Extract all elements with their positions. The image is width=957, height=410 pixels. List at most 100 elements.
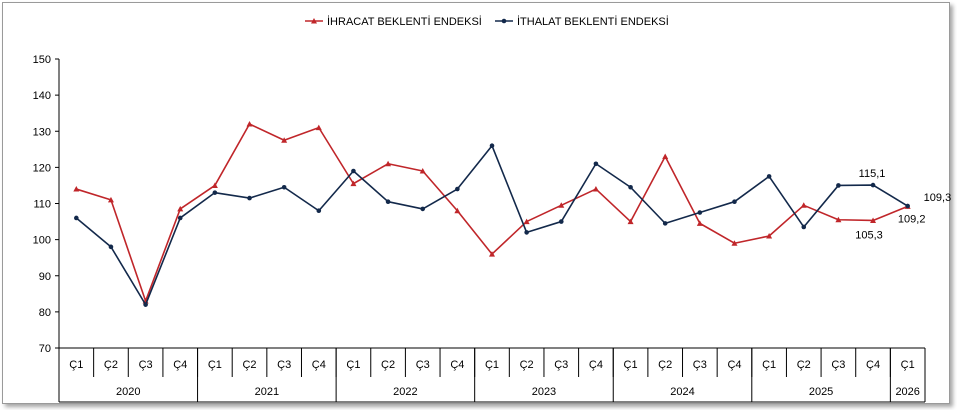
year-label: 2022 — [393, 386, 417, 398]
data-point — [662, 221, 668, 226]
x-tick-label: Ç2 — [242, 359, 256, 371]
legend-marker — [311, 18, 317, 24]
data-labels: 105,3 115,1 109,3 109,2 — [855, 168, 951, 241]
data-point — [732, 199, 737, 204]
x-tick-label: Ç1 — [346, 359, 360, 371]
x-tick-label: Ç3 — [554, 359, 568, 371]
data-point — [177, 215, 183, 221]
data-point — [836, 183, 841, 188]
x-tick-label: Ç4 — [727, 359, 741, 371]
data-point — [489, 251, 495, 257]
y-tick-label: 110 — [33, 199, 51, 211]
x-tick-label: Ç1 — [901, 359, 915, 371]
data-point — [489, 143, 495, 148]
y-tick-label: 80 — [39, 307, 51, 319]
data-point — [385, 160, 392, 167]
series-line — [75, 144, 909, 306]
legend-label: İHRACAT BEKLENTİ ENDEKSİ — [327, 15, 482, 28]
year-label: 2021 — [255, 386, 279, 398]
year-label: 2024 — [670, 386, 694, 398]
data-label: 105,3 — [855, 229, 883, 241]
year-label: 2023 — [532, 386, 556, 398]
data-point — [627, 218, 634, 225]
data-point — [247, 195, 252, 201]
axes: 70 80 90 100 110 120 130 140 150 Ç1 Ç2 Ç3 Ç4 Ç1 Ç2 Ç3 Ç4… — [33, 54, 926, 403]
data-label: 115,1 — [859, 168, 886, 180]
x-tick-label: Ç2 — [658, 359, 672, 371]
x-tick-label: Ç4 — [866, 359, 880, 371]
data-point — [592, 186, 599, 192]
data-point — [108, 244, 114, 250]
data-point — [350, 180, 357, 187]
data-point — [281, 137, 288, 143]
x-tick-label: Ç2 — [104, 359, 118, 371]
x-tick-label: Ç4 — [589, 359, 603, 371]
y-tick-label: 140 — [33, 90, 51, 102]
data-point — [246, 121, 253, 127]
x-tick-label: Ç4 — [173, 359, 187, 371]
data-point — [211, 182, 218, 188]
chart-frame — [2, 2, 950, 404]
year-label: 2025 — [809, 386, 833, 398]
x-tick-label: Ç2 — [381, 359, 395, 371]
legend-label: İTHALAT BEKLENTİ ENDEKSİ — [517, 15, 669, 28]
data-point — [835, 216, 842, 223]
data-point — [316, 208, 322, 214]
legend: İHRACAT BEKLENTİ ENDEKSİ İTHALAT BEKLENTİ… — [305, 15, 669, 28]
data-point — [281, 184, 287, 190]
data-point — [628, 184, 633, 190]
y-tick-label: 120 — [33, 162, 51, 174]
x-tick-label: Ç3 — [831, 359, 845, 371]
data-point — [731, 240, 738, 246]
y-tick-label: 70 — [39, 343, 51, 355]
data-point — [696, 220, 703, 226]
y-tick-label: 130 — [33, 126, 51, 138]
y-tick-label: 100 — [33, 235, 51, 247]
x-tick-label: Ç1 — [69, 359, 83, 371]
data-point — [73, 186, 80, 192]
data-point — [385, 199, 391, 204]
data-point — [766, 174, 772, 179]
x-tick-label: Ç2 — [520, 359, 534, 371]
data-point — [558, 219, 564, 224]
data-point — [697, 210, 703, 215]
data-point — [212, 190, 218, 195]
legend-marker — [501, 18, 507, 24]
data-point — [523, 218, 530, 225]
x-tick-label: Ç3 — [416, 359, 430, 371]
data-point — [454, 207, 461, 214]
data-point — [800, 202, 807, 208]
data-point — [662, 153, 669, 160]
data-point — [524, 230, 529, 235]
year-label: 2020 — [116, 386, 140, 398]
data-point — [870, 182, 876, 188]
data-point — [455, 186, 460, 192]
data-label: 109,2 — [898, 213, 926, 225]
data-point — [107, 196, 114, 203]
x-tick-label: Ç3 — [277, 359, 291, 371]
x-tick-label: Ç1 — [485, 359, 499, 371]
data-point — [905, 203, 910, 209]
x-tick-label: Ç2 — [797, 359, 811, 371]
x-tick-label: Ç3 — [139, 359, 153, 371]
data-point — [351, 168, 356, 174]
data-point — [420, 206, 426, 212]
x-tick-label: Ç4 — [312, 359, 326, 371]
y-tick-label: 150 — [33, 54, 51, 66]
data-point — [593, 161, 599, 167]
x-tick-label: Ç1 — [208, 359, 222, 371]
data-point — [315, 124, 322, 131]
x-tick-label: Ç4 — [450, 359, 464, 371]
data-point — [558, 202, 565, 208]
data-point — [143, 302, 148, 307]
data-point — [419, 167, 426, 174]
series-line — [76, 123, 908, 302]
y-tick-label: 90 — [39, 271, 51, 283]
year-label: 2026 — [895, 386, 919, 398]
x-tick-label: Ç1 — [624, 359, 638, 371]
x-tick-label: Ç3 — [693, 359, 707, 371]
series-lines — [73, 121, 911, 307]
data-point — [801, 224, 807, 230]
data-point — [766, 233, 773, 239]
